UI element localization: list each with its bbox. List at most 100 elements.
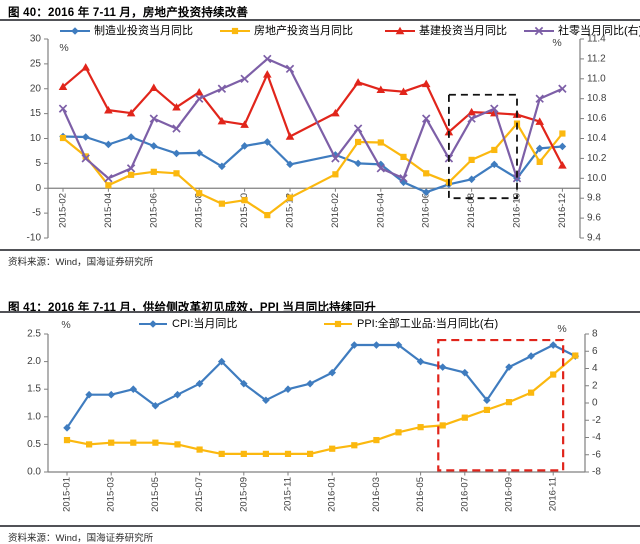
x-axis-label: 2016-07 [459, 477, 470, 512]
series-real-estate-investment-marker [150, 168, 157, 175]
series-ppi-marker [196, 446, 203, 453]
right-axis-label: -6 [592, 449, 601, 460]
series-retail-sales-marker [399, 174, 408, 183]
series-real-estate-investment-marker [59, 134, 67, 142]
series-ppi-marker [262, 450, 269, 457]
figure-41-source: 资料来源：Wind，国海证券研究所 [8, 533, 154, 544]
series-real-estate-investment-marker [559, 130, 566, 137]
legend-label: 基建投资当月同比 [419, 23, 507, 37]
series-infrastructure-investment-marker [558, 161, 567, 169]
series-manufacturing-investment-marker [535, 144, 544, 153]
left-axis-label: 2.0 [27, 356, 41, 367]
legend-ppi-marker [334, 320, 342, 328]
series-cpi-marker [173, 390, 182, 399]
x-axis-label: 2015-05 [150, 477, 161, 512]
series-cpi-marker [284, 385, 292, 393]
series-ppi-marker [329, 445, 336, 452]
series-ppi-marker [572, 352, 579, 359]
series-real-estate-investment-marker [377, 139, 384, 146]
x-axis-label: 2016-01 [327, 477, 338, 512]
series-ppi-marker [284, 450, 292, 457]
series-infrastructure-investment-marker [285, 132, 295, 140]
legend-fig40: 制造业投资当月同比 房地产投资当月同比 基建投资当月同比 社零当月同比(右) [60, 23, 640, 37]
series-ppi-marker [483, 406, 490, 413]
right-axis-labels: 11.4 11.2 11.0 10.8 10.6 10.4 10.2 10.0 9.8 9.6 9.… [580, 34, 607, 244]
x-axis-label: 2015-04 [103, 193, 114, 228]
series-infrastructure-investment-marker [331, 108, 340, 117]
series-ppi-marker [152, 439, 159, 446]
series-ppi-marker [550, 371, 557, 378]
series-retail-sales-marker [194, 94, 204, 103]
left-axis-unit: % [59, 42, 68, 54]
legend-fig41: CPI:当月同比 PPI:全部工业品:当月同比(右) [139, 316, 498, 330]
right-axis-label: 10.6 [587, 113, 607, 124]
left-axis-label: 30 [30, 34, 42, 45]
right-axis-unit: % [557, 323, 566, 335]
series-real-estate-investment-marker [218, 200, 225, 207]
legend-manufacturing-investment-marker [71, 27, 79, 35]
series-manufacturing-investment-line [62, 135, 563, 194]
series-cpi [63, 341, 580, 432]
right-axis-label: -4 [592, 432, 601, 443]
left-axis-label: 0.5 [27, 439, 41, 450]
series-retail-sales-marker [353, 124, 363, 133]
series-retail-sales-marker [58, 104, 68, 113]
series-retail-sales-marker [558, 84, 567, 93]
series-infrastructure-investment-marker [421, 79, 431, 88]
right-axis-label: 9.8 [587, 193, 601, 204]
series-manufacturing-investment-marker [150, 142, 158, 150]
series-retail-sales-marker [331, 154, 340, 163]
series-real-estate-investment-marker [355, 138, 362, 146]
series-retail-sales-marker [240, 74, 249, 84]
legend-item-real-estate-investment: 房地产投资当月同比 [220, 23, 353, 37]
series-infrastructure-investment-marker [240, 120, 249, 128]
x-axis-label: 2015-10 [239, 193, 250, 228]
series-cpi-marker [85, 390, 93, 399]
legend-label: 社零当月同比(右) [558, 23, 640, 37]
series-cpi-marker [416, 357, 425, 366]
series-retail-sales-marker [535, 94, 544, 103]
series-cpi-marker [527, 352, 535, 360]
left-axis-label: 25 [30, 58, 42, 69]
series-ppi-marker [439, 422, 446, 429]
series-infrastructure-investment-marker [535, 117, 544, 125]
legend-item-ppi: PPI:全部工业品:当月同比(右) [324, 316, 498, 330]
x-axis-label: 2015-12 [285, 193, 296, 228]
series-cpi-marker [262, 396, 270, 405]
figure-40-source: 资料来源：Wind，国海证券研究所 [8, 257, 154, 268]
series-real-estate-investment-marker [128, 171, 135, 178]
series-real-estate-investment-line [62, 122, 564, 217]
x-axis-label: 2016-10 [512, 193, 523, 228]
x-axis-label: 2015-06 [148, 193, 159, 228]
series-ppi-marker [528, 389, 535, 396]
legend-label: PPI:全部工业品:当月同比(右) [357, 316, 498, 330]
series-real-estate-investment-marker [536, 158, 543, 165]
series-cpi-marker [217, 357, 226, 366]
series-retail-sales-marker [285, 64, 295, 74]
x-axis-label: 2015-03 [106, 477, 117, 512]
series-infrastructure-investment-marker [104, 105, 113, 114]
legend-label: CPI:当月同比 [172, 316, 237, 330]
left-axis-label: -10 [27, 233, 42, 244]
series-ppi-marker [351, 442, 358, 449]
legend-label: 房地产投资当月同比 [254, 23, 353, 37]
series-infrastructure-investment-marker [81, 63, 90, 71]
series-infrastructure-investment-marker [58, 82, 68, 91]
series-ppi-marker [307, 450, 314, 457]
left-axis-label: 1.5 [27, 384, 41, 395]
figure-41-title-divider [0, 311, 640, 313]
left-axis-label: 0 [35, 183, 41, 194]
figure-40-title: 图 40：2016 年 7-11 月，房地产投资持续改善 [8, 7, 249, 19]
series-retail-sales-marker [467, 114, 476, 123]
series-cpi-marker [549, 341, 557, 349]
series-retail-sales-marker [81, 154, 90, 163]
right-axis-label: 10.0 [587, 173, 607, 184]
series-infrastructure-investment-marker [467, 107, 476, 116]
left-axis-label: 10 [30, 133, 42, 144]
left-axis-labels: 2.5 2.0 1.5 1.0 0.5 0.0 [27, 329, 48, 478]
series-retail-sales-marker [172, 124, 181, 133]
series-infrastructure-investment-marker [399, 87, 408, 96]
series-ppi-line [66, 354, 577, 455]
